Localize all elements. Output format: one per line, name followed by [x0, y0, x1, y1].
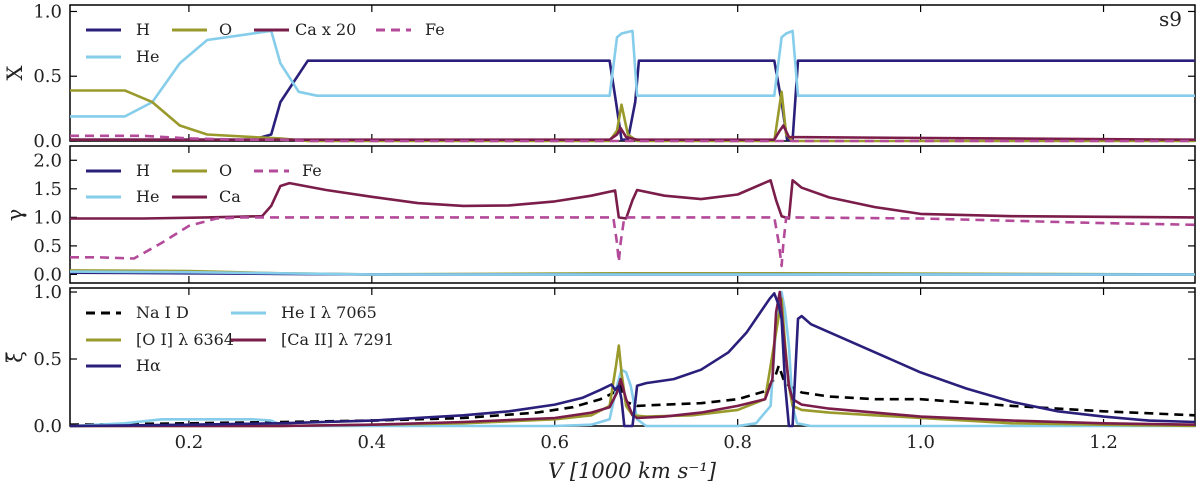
legend-label-he: He — [136, 187, 159, 206]
legend-label-o: O — [219, 20, 232, 39]
xtick-label: 0.2 — [175, 432, 204, 453]
series-line-he — [70, 29, 1195, 118]
xtick-label: 0.6 — [540, 432, 569, 453]
legend-label-oi: [O I] λ 6364 — [136, 330, 234, 349]
middle-legend: H O Fe He Ca — [86, 161, 322, 206]
series-line-ca-ii-7291 — [70, 290, 1196, 428]
ytick-label: 1.0 — [33, 282, 62, 303]
series-line-ca-x-20 — [70, 124, 1196, 141]
legend-label-h: H — [136, 161, 150, 180]
legend-label-caii: [Ca II] λ 7291 — [281, 330, 394, 349]
ytick-label: 0.0 — [33, 264, 62, 285]
top-ylabel: X — [3, 65, 27, 80]
top-annotation: s9 — [1159, 7, 1182, 31]
ytick-label: 1.0 — [33, 1, 62, 22]
legend-label-fe: Fe — [302, 161, 322, 180]
legend-label-fe: Fe — [425, 20, 445, 39]
legend-label-he: He — [136, 47, 159, 66]
xtick-label: 0.8 — [723, 432, 752, 453]
ytick-label: 1.0 — [33, 207, 62, 228]
ytick-label: 0.0 — [33, 416, 62, 437]
bottom-xlabel: V [1000 km s⁻¹] — [548, 459, 717, 483]
ytick-label: 0.0 — [33, 131, 62, 152]
xtick-label: 1.2 — [1089, 432, 1118, 453]
series-line-o-i-6364 — [70, 297, 1196, 428]
top-legend: H O Ca x 20 Fe He — [86, 20, 445, 66]
series-line-h — [69, 292, 1196, 428]
xtick-label: 0.4 — [358, 432, 387, 453]
legend-label-ca: Ca — [219, 187, 241, 206]
legend-label-na: Na I D — [136, 303, 189, 322]
panel-middle-frame — [69, 145, 1196, 284]
legend-label-h: H — [136, 20, 150, 39]
xtick-label: 1.0 — [906, 432, 935, 453]
ytick-label: 1.5 — [33, 179, 62, 200]
ytick-label: 0.5 — [33, 236, 62, 257]
series-line-ca — [70, 179, 1196, 220]
series-line-h — [70, 59, 1195, 141]
series-line-fe — [70, 216, 1196, 268]
series-line-na-i-d — [69, 364, 1196, 426]
ytick-label: 0.5 — [33, 66, 62, 87]
series-line-he — [69, 270, 1195, 276]
ytick-label: 2.0 — [33, 150, 62, 171]
bottom-legend: Na I D He I λ 7065 [O I] λ 6364 [Ca II] … — [86, 303, 394, 375]
legend-label-ca: Ca x 20 — [295, 20, 356, 39]
series-line-he-i-7065 — [69, 290, 1195, 428]
middle-ylabel: γ — [3, 209, 27, 222]
ytick-label: 0.5 — [33, 349, 62, 370]
legend-label-o: O — [219, 161, 232, 180]
series-line-fe — [70, 134, 1195, 143]
legend-label-halpha: Hα — [136, 356, 161, 375]
legend-label-hei: He I λ 7065 — [281, 303, 377, 322]
bottom-ylabel: ξ̄ — [3, 351, 27, 363]
